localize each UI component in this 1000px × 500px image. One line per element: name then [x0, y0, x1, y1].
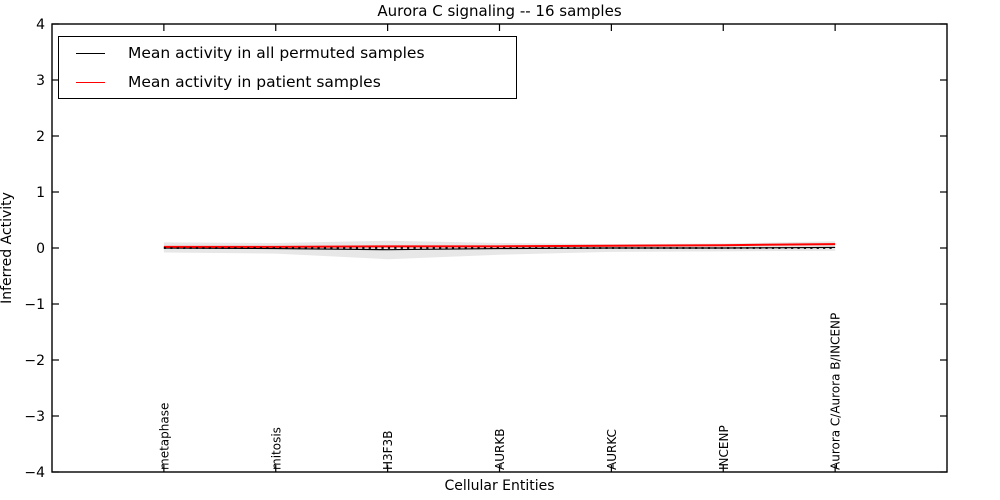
x-tick-label: AURKC: [605, 429, 619, 470]
legend-entry-permuted: Mean activity in all permuted samples: [59, 39, 516, 68]
y-tick-label: 1: [36, 185, 45, 201]
y-tick-label: 0: [36, 241, 45, 257]
legend-line-sample-black: [76, 52, 105, 54]
series-line-patient: [163, 243, 836, 248]
chart-title: Aurora C signaling -- 16 samples: [377, 2, 622, 20]
y-tick-label: −2: [24, 353, 45, 369]
y-tick-label: −1: [24, 297, 45, 313]
confidence-band: [163, 240, 836, 260]
x-tick-label: H3F3B: [381, 431, 395, 470]
legend-label-patient: Mean activity in patient samples: [128, 73, 381, 91]
x-axis-label: Cellular Entities: [444, 478, 555, 494]
x-tick-label: AURKB: [493, 429, 507, 470]
legend-line-sample-red: [76, 81, 105, 83]
legend: Mean activity in all permuted samples Me…: [58, 36, 517, 99]
x-tick-label: metaphase: [157, 403, 171, 470]
legend-label-permuted: Mean activity in all permuted samples: [128, 44, 425, 62]
y-tick-label: −3: [24, 409, 45, 425]
x-tick-label: Aurora C/Aurora B/INCENP: [829, 313, 843, 470]
y-tick-label: 2: [36, 129, 45, 145]
y-tick-label: 4: [36, 17, 45, 33]
series-line-permuted: [163, 246, 836, 251]
y-tick-label: 3: [36, 73, 45, 89]
y-axis-label: Inferred Activity: [0, 192, 15, 304]
legend-entry-patient: Mean activity in patient samples: [59, 68, 516, 97]
x-tick-label: INCENP: [717, 425, 731, 470]
y-tick-label: −4: [24, 465, 45, 481]
x-tick-label: mitosis: [269, 427, 283, 470]
